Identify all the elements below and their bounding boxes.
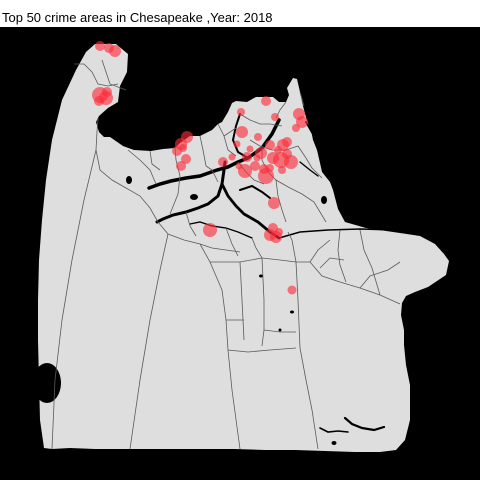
crime-hotspot <box>235 162 243 170</box>
crime-hotspot <box>254 133 262 141</box>
crime-hotspot <box>176 161 186 171</box>
water-bodies <box>33 176 337 445</box>
crime-hotspot <box>250 161 260 171</box>
crime-hotspot <box>228 153 236 161</box>
crime-hotspot <box>242 152 252 162</box>
crime-hotspot <box>179 144 187 152</box>
crime-hotspot <box>287 285 297 295</box>
crime-hotspot <box>268 197 280 209</box>
crime-hotspot <box>278 166 286 174</box>
crime-hotspot <box>292 124 300 132</box>
map-panel <box>0 27 480 480</box>
crime-hotspot <box>261 96 271 106</box>
crime-hotspot <box>296 116 308 128</box>
waterways <box>147 113 421 433</box>
crime-hotspot <box>94 96 104 106</box>
crime-hotspot <box>203 223 217 237</box>
crime-hotspot <box>282 149 292 159</box>
map-canvas <box>0 27 480 480</box>
crime-hotspot <box>253 154 261 162</box>
city-land-area <box>38 44 449 452</box>
crime-hotspot <box>181 154 191 164</box>
crime-hotspot <box>95 41 105 51</box>
crime-hotspot <box>266 164 274 172</box>
crime-hotspot <box>109 45 121 57</box>
crime-hotspots <box>92 41 308 295</box>
crime-hotspot <box>236 126 248 138</box>
crime-hotspot <box>233 140 241 148</box>
map-title: Top 50 crime areas in Chesapeake ,Year: … <box>2 10 273 25</box>
crime-hotspot <box>274 146 282 154</box>
crime-hotspot <box>102 87 112 97</box>
crime-hotspot <box>246 145 254 153</box>
crime-hotspot <box>265 140 275 150</box>
crime-hotspot <box>271 113 279 121</box>
crime-hotspot <box>282 137 292 147</box>
tract-boundaries <box>51 59 401 450</box>
crime-hotspot <box>218 157 228 167</box>
crime-hotspot <box>237 108 245 116</box>
crime-hotspot <box>275 228 283 236</box>
